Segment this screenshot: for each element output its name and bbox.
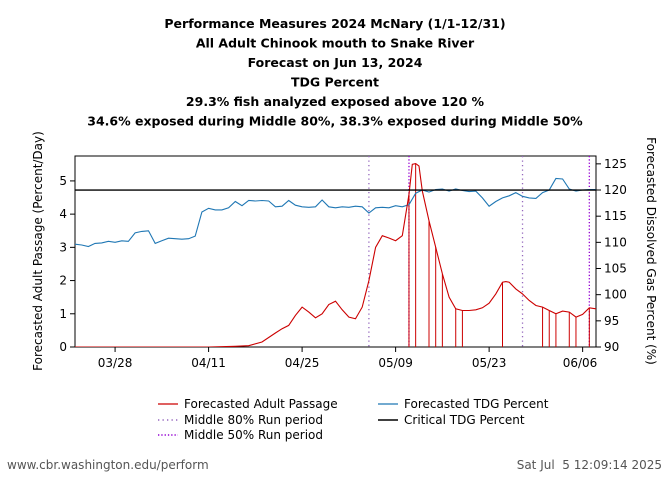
legend-label-tdg: Forecasted TDG Percent [404,397,549,411]
footer-url: www.cbr.washington.edu/perform [7,458,209,472]
plot-frame [74,155,597,348]
y-axis-left-label: Forecasted Adult Passage (Percent/Day) [31,131,45,371]
y-right-tick-label-6: 120 [604,183,627,197]
x-axis-ticks: 03/28 04/11 04/25 05/09 05/23 06/06 [98,347,598,370]
y-left-tick-label-1: 1 [59,307,67,321]
title-line-2: Forecast on Jun 13, 2024 [248,55,423,70]
y-right-tick-label-5: 115 [604,209,627,223]
passage-series-line [75,163,596,347]
x-tick-label-1: 04/11 [191,356,226,370]
title-line-4: 29.3% fish analyzed exposed above 120 % [186,94,485,109]
y-left-tick-label-0: 0 [59,340,67,354]
y-left-tick-label-3: 3 [59,240,67,254]
y-right-tick-label-0: 90 [604,340,619,354]
footer-timestamp: Sat Jul 5 12:09:14 2025 [517,458,662,472]
x-tick-label-4: 05/23 [472,356,507,370]
y-right-tick-label-3: 105 [604,262,627,276]
x-tick-label-3: 05/09 [378,356,413,370]
passage-bars [408,163,590,347]
title-line-1: All Adult Chinook mouth to Snake River [196,36,475,51]
chart-title: Performance Measures 2024 McNary (1/1-12… [87,16,583,129]
y-axis-left-ticks: 0 1 2 3 4 5 [59,174,75,354]
y-left-tick-label-4: 4 [59,207,67,221]
y-axis-right-ticks: 90 95 100 105 110 115 120 125 [596,157,627,354]
y-axis-right-label: Forecasted Dissolved Gas Percent (%) [644,137,658,365]
title-line-5: 34.6% exposed during Middle 80%, 38.3% e… [87,114,583,129]
y-left-tick-label-5: 5 [59,174,67,188]
legend-label-crit: Critical TDG Percent [404,413,525,427]
y-right-tick-label-1: 95 [604,314,619,328]
y-right-tick-label-4: 110 [604,235,627,249]
x-tick-label-5: 06/06 [563,356,598,370]
legend-label-m50: Middle 50% Run period [184,428,323,442]
y-left-tick-label-2: 2 [59,274,67,288]
x-tick-label-2: 04/25 [285,356,320,370]
title-line-0: Performance Measures 2024 McNary (1/1-12… [164,16,505,31]
legend-label-m80: Middle 80% Run period [184,413,323,427]
title-line-3: TDG Percent [291,75,379,90]
legend-label-passage: Forecasted Adult Passage [184,397,338,411]
legend: Forecasted Adult Passage Forecasted TDG P… [158,397,549,442]
x-tick-label-0: 03/28 [98,356,133,370]
y-right-tick-label-2: 100 [604,288,627,302]
y-right-tick-label-7: 125 [604,157,627,171]
